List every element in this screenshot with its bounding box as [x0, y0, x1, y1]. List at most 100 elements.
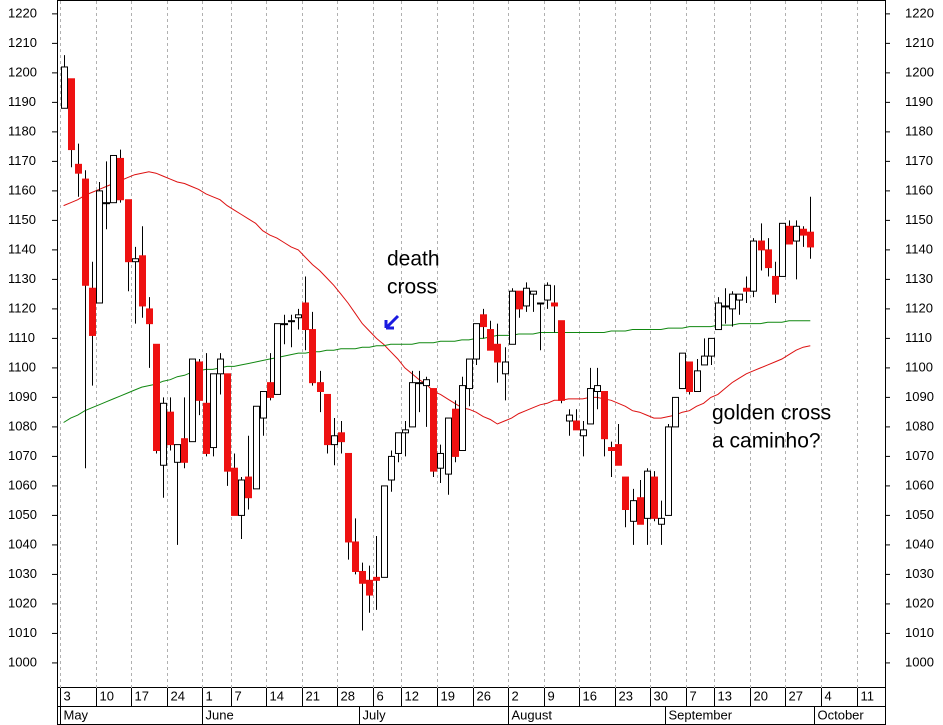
y-tick-label-right: 1030	[905, 566, 934, 581]
candle-body	[637, 497, 644, 525]
y-tick-label-right: 1200	[905, 64, 934, 79]
candle-body	[103, 202, 110, 205]
month-label: October	[818, 707, 865, 722]
y-tick-label: 1200	[8, 64, 37, 79]
candle-body	[153, 343, 160, 452]
y-tick-label-right: 1190	[905, 94, 933, 109]
candle-body	[466, 358, 473, 390]
y-tick-label: 1100	[8, 359, 36, 374]
candle-body	[181, 438, 188, 463]
x-tick-label: 14	[270, 688, 284, 703]
annotation-line: death	[387, 248, 440, 271]
x-tick-label: 11	[861, 688, 875, 703]
annotation-line: a caminho?	[712, 430, 821, 453]
candle-body	[672, 396, 679, 428]
month-label: August	[512, 707, 553, 722]
candle-body	[139, 255, 146, 307]
candle-body	[786, 225, 793, 245]
x-tick-label: 17	[135, 688, 149, 703]
x-tick-label: 13	[718, 688, 732, 703]
moving-average-line	[63, 320, 811, 423]
y-tick-label-right: 1220	[905, 5, 934, 20]
x-tick-label: 9	[548, 688, 555, 703]
x-tick-label: 3	[64, 688, 71, 703]
candle-body	[89, 287, 96, 336]
candle-body	[644, 470, 651, 519]
candle-body	[516, 290, 523, 310]
y-tick-label-right: 1070	[905, 448, 934, 463]
y-tick-label-right: 1090	[905, 389, 934, 404]
candle-body	[494, 343, 501, 363]
candle-body	[523, 287, 530, 307]
x-tick-label: 7	[690, 688, 697, 703]
candle-body	[302, 302, 309, 331]
candle-body	[352, 541, 359, 572]
candle-body	[679, 352, 686, 390]
candle-body	[309, 329, 316, 384]
y-tick-label: 1140	[8, 241, 36, 256]
y-tick-label: 1190	[8, 94, 36, 109]
candle-body	[530, 290, 537, 295]
x-tick-label: 4	[825, 688, 832, 703]
y-tick-label-right: 1120	[905, 300, 933, 315]
candle-body	[61, 66, 68, 109]
y-tick-label: 1080	[8, 418, 37, 433]
candle-body	[117, 157, 124, 201]
candle-body	[132, 258, 139, 263]
x-tick-label: 19	[441, 688, 455, 703]
x-tick-label: 6	[377, 688, 384, 703]
candle-body	[800, 228, 807, 236]
plot-frame	[57, 0, 886, 688]
candle-body	[772, 275, 779, 295]
y-tick-label: 1180	[8, 123, 36, 138]
candle-body	[544, 284, 551, 301]
y-tick-label: 1210	[8, 35, 37, 50]
candle-body	[245, 476, 252, 499]
candle-body	[189, 358, 196, 443]
x-tick-label: 2	[512, 688, 519, 703]
x-tick-label: 26	[477, 688, 491, 703]
candle-body	[388, 455, 395, 481]
y-tick-label: 1040	[8, 536, 37, 551]
annotation-line: cross	[387, 276, 437, 299]
x-tick-label: 20	[754, 688, 768, 703]
y-tick-label-right: 1050	[905, 507, 934, 522]
candle-body	[729, 293, 736, 310]
x-tick-label: 12	[405, 688, 419, 703]
y-tick-label-right: 1110	[905, 330, 932, 345]
candle-body	[587, 388, 594, 425]
x-tick-label: 30	[654, 688, 668, 703]
y-tick-label-right: 1160	[905, 182, 933, 197]
candle-body	[487, 329, 494, 351]
candle-body	[807, 231, 814, 248]
candle-body	[253, 405, 260, 490]
candle-body	[317, 382, 324, 392]
candle-body	[338, 432, 345, 443]
x-tick-label: 16	[583, 688, 597, 703]
y-tick-label-right: 1130	[905, 271, 933, 286]
candle-body	[651, 476, 658, 519]
candle-body	[174, 444, 181, 463]
candle-body	[324, 393, 331, 446]
y-tick-label-right: 1140	[905, 241, 933, 256]
candle-body	[708, 337, 715, 357]
annotation-line: golden cross	[712, 402, 831, 425]
candle-body	[366, 579, 373, 596]
candle-body	[701, 355, 708, 366]
candle-body	[758, 240, 765, 251]
candle-body	[765, 249, 772, 269]
candle-body	[594, 385, 601, 392]
candle-body	[630, 500, 637, 522]
y-tick-label: 1170	[8, 153, 36, 168]
candle-body	[395, 432, 402, 454]
candle-body	[779, 222, 786, 277]
candle-body	[238, 479, 245, 516]
y-tick-label-right: 1080	[905, 418, 934, 433]
y-tick-label: 1090	[8, 389, 37, 404]
y-tick-label: 1030	[8, 566, 37, 581]
candle-body	[580, 429, 587, 437]
x-tick-label: 28	[341, 688, 355, 703]
candle-body	[423, 379, 430, 387]
candle-body	[750, 240, 757, 292]
candle-body	[295, 314, 302, 319]
